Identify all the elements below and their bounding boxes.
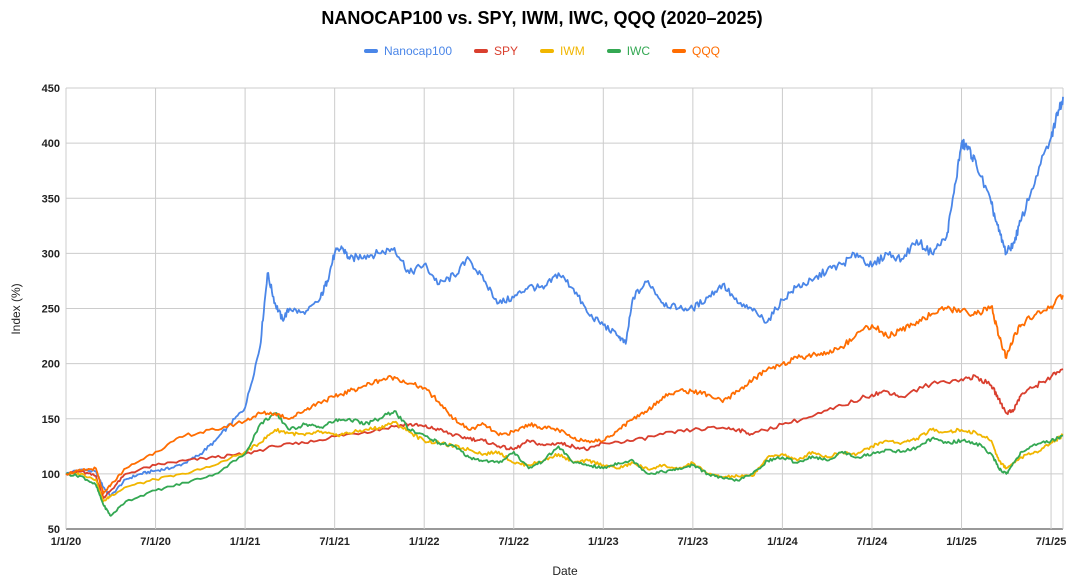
legend-label-iwm: IWM	[560, 44, 585, 58]
series-line-iwm[interactable]	[65, 420, 1064, 503]
y-tick-label: 300	[42, 248, 60, 260]
x-tick-label: 1/1/22	[409, 536, 440, 548]
y-tick-label: 450	[42, 83, 60, 95]
series-line-qqq[interactable]	[65, 293, 1064, 495]
legend-swatch-spy	[474, 49, 489, 53]
series-line-iwc[interactable]	[65, 410, 1064, 517]
legend-swatch-iwc	[606, 49, 621, 53]
x-tick-label: 1/1/25	[946, 536, 977, 548]
y-tick-label: 200	[42, 359, 60, 371]
x-tick-label: 7/1/21	[319, 536, 350, 548]
series-line-spy[interactable]	[65, 368, 1064, 500]
x-tick-label: 7/1/23	[678, 536, 709, 548]
legend-label-nanocap100: Nanocap100	[383, 44, 453, 58]
y-tick-label: 350	[42, 193, 60, 205]
legend-entry-spy[interactable]: SPY	[474, 44, 518, 58]
x-tick-label: 7/1/22	[498, 536, 529, 548]
y-tick-label: 100	[42, 469, 60, 481]
x-axis-title: Date	[552, 564, 578, 578]
legend-swatch-qqq	[672, 49, 687, 53]
legend-label-spy: SPY	[494, 44, 519, 58]
legend-entry-nanocap100[interactable]: Nanocap100	[363, 44, 453, 58]
y-tick-label: 150	[42, 414, 60, 426]
x-tick-label: 7/1/24	[857, 536, 888, 548]
legend-label-iwc: IWC	[626, 44, 651, 58]
y-tick-label: 250	[42, 304, 60, 316]
legend: Nanocap100 SPY IWM IWC QQQ	[0, 44, 1084, 58]
series-layer	[65, 96, 1064, 517]
legend-swatch-nanocap100	[363, 49, 378, 53]
axis-layer: 50 100 150 200 250 300 350 400 450 1/1/20 7/1/20 1/…	[42, 83, 1067, 548]
y-tick-label: 400	[42, 138, 60, 150]
legend-label-qqq: QQQ	[692, 44, 721, 58]
y-tick-label: 50	[48, 524, 60, 536]
chart-title: NANOCAP100 vs. SPY, IWM, IWC, QQQ (2020–…	[321, 8, 763, 28]
legend-swatch-iwm	[540, 49, 555, 53]
legend-entry-iwm[interactable]: IWM	[540, 44, 585, 58]
x-tick-label: 1/1/23	[588, 536, 619, 548]
legend-entry-iwc[interactable]: IWC	[606, 44, 651, 58]
x-tick-label: 1/1/21	[230, 536, 261, 548]
legend-entry-qqq[interactable]: QQQ	[672, 44, 720, 58]
grid-layer	[65, 87, 1064, 530]
y-axis-title: Index (%)	[9, 283, 23, 334]
series-line-nanocap100[interactable]	[65, 96, 1064, 497]
x-tick-label: 7/1/25	[1036, 536, 1067, 548]
x-tick-label: 1/1/20	[51, 536, 82, 548]
x-tick-label: 1/1/24	[767, 536, 798, 548]
x-tick-label: 7/1/20	[140, 536, 171, 548]
